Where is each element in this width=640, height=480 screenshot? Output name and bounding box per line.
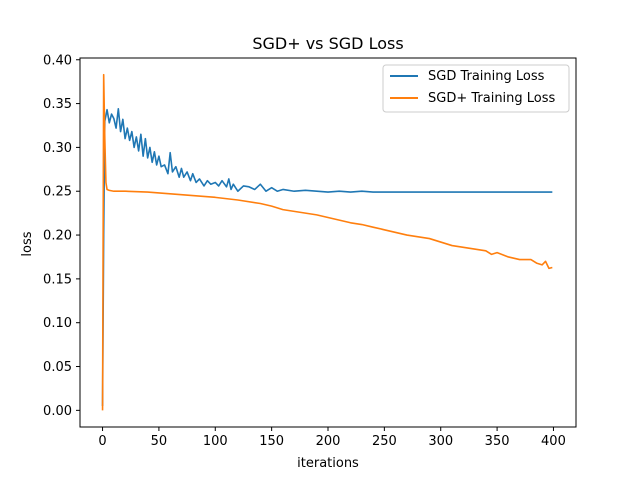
legend: SGD Training Loss SGD+ Training Loss xyxy=(382,64,570,113)
ticks-layer: 0 50 100 150 200 250 300 350 400 0.00 0.05 0.10 0.15… xyxy=(43,53,566,449)
y-tick-label: 0.20 xyxy=(43,229,72,244)
y-tick-label: 0.35 xyxy=(43,97,72,112)
x-tick-label: 0 xyxy=(98,434,106,449)
chart-title: SGD+ vs SGD Loss xyxy=(252,34,403,53)
x-tick-label: 200 xyxy=(316,434,341,449)
y-tick-label: 0.10 xyxy=(43,316,72,331)
x-tick-label: 400 xyxy=(541,434,566,449)
y-tick-label: 0.05 xyxy=(43,360,72,375)
y-tick-label: 0.00 xyxy=(43,404,72,419)
x-axis-label: iterations xyxy=(297,456,359,471)
plot-frame xyxy=(79,57,577,428)
series-line-sgd-plus xyxy=(101,73,553,411)
legend-box xyxy=(382,64,570,113)
y-tick-label: 0.15 xyxy=(43,272,72,287)
x-tick-label: 50 xyxy=(151,434,168,449)
legend-label-sgd-plus: SGD+ Training Loss xyxy=(428,91,556,106)
x-tick-label: 150 xyxy=(259,434,284,449)
x-tick-label: 250 xyxy=(372,434,397,449)
x-tick-label: 300 xyxy=(428,434,453,449)
legend-label-sgd: SGD Training Loss xyxy=(428,69,545,84)
series-line-sgd xyxy=(101,108,553,406)
y-tick-label: 0.30 xyxy=(43,141,72,156)
y-tick-label: 0.40 xyxy=(43,53,72,68)
y-tick-label: 0.25 xyxy=(43,185,72,200)
x-tick-label: 350 xyxy=(485,434,510,449)
y-axis-label: loss xyxy=(20,231,35,256)
x-tick-label: 100 xyxy=(203,434,228,449)
series-layer xyxy=(101,73,553,411)
